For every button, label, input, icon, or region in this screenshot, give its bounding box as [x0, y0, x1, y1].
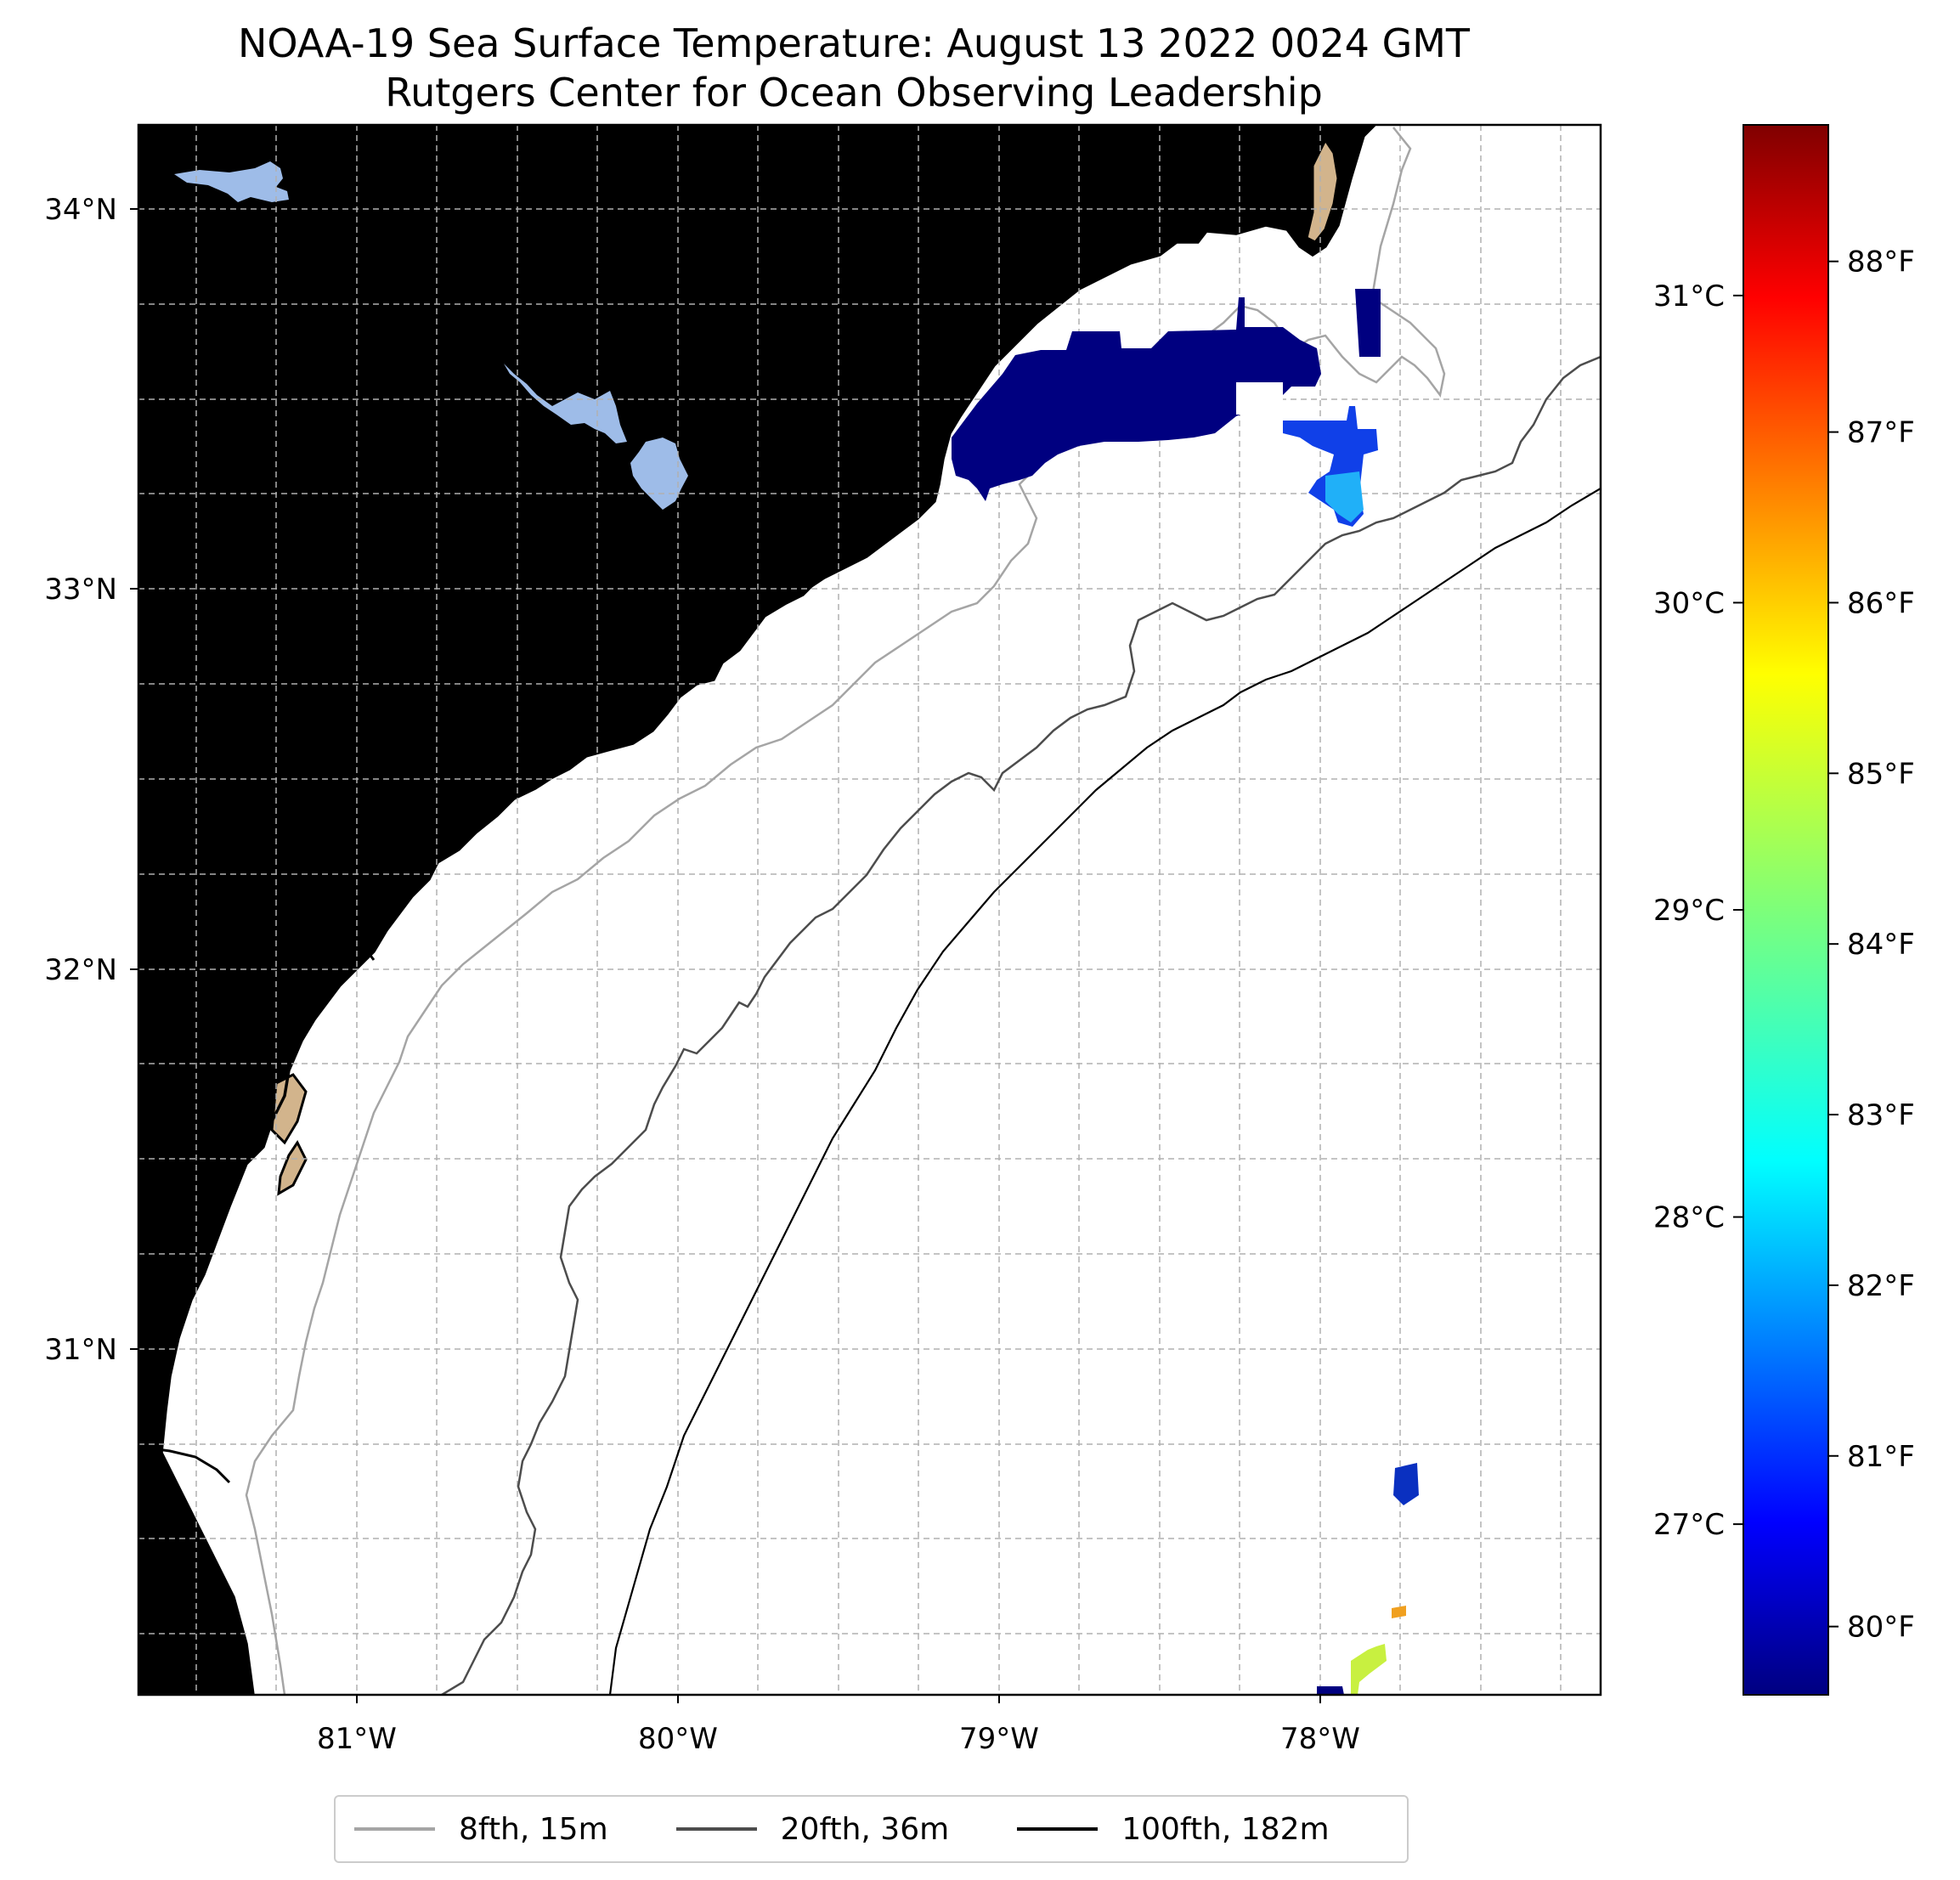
colorbar-f-label: 88°F [1847, 246, 1915, 279]
state-border-sc-nc [1010, 125, 1138, 254]
land-mass [138, 125, 1375, 1695]
isobath-20fth [441, 355, 1601, 1695]
isobath-100fth [608, 488, 1601, 1695]
sst-patch-south-1 [1393, 1463, 1419, 1505]
y-tick-label: 32°N [44, 953, 117, 987]
title-line-2: Rutgers Center for Ocean Observing Leade… [385, 70, 1323, 116]
colorbar-c-label: 28°C [1653, 1201, 1725, 1235]
legend-label: 20fth, 36m [780, 1811, 950, 1847]
colorbar [1743, 124, 1829, 1696]
sst-patch-south-2 [1351, 1644, 1387, 1695]
colorbar-c-label: 27°C [1653, 1508, 1725, 1542]
x-tick-label: 78°W [1280, 1722, 1360, 1756]
sea-island-1 [270, 1073, 308, 1145]
y-tick-label: 31°N [44, 1333, 117, 1367]
colorbar-f-label: 80°F [1847, 1611, 1915, 1645]
sst-patch-long-bay-notch [1236, 382, 1283, 415]
colorbar-fahrenheit-ticks: 80°F 81°F 82°F 83°F 84°F 85°F 86°F 87°F 88°F [1828, 246, 1915, 1645]
state-border-ga-fl [138, 1445, 231, 1484]
colorbar-f-label: 81°F [1847, 1440, 1915, 1474]
sst-patch-cape-fear [1355, 289, 1381, 357]
legend-line-100fth [1017, 1827, 1099, 1831]
legend-label: 8fth, 15m [459, 1811, 608, 1847]
gridlines [138, 125, 1601, 1695]
coastline [160, 125, 1376, 1695]
legend-item-20fth: 20fth, 36m [675, 1811, 950, 1847]
legend-item-8fth: 8fth, 15m [354, 1812, 608, 1847]
lake-marion [504, 364, 627, 443]
x-tick-label: 81°W [317, 1722, 397, 1756]
sst-patch-offshore-warm [1325, 471, 1364, 522]
y-axis [130, 208, 138, 1350]
sst-patch-south-3 [1317, 1686, 1344, 1695]
legend-line-8fth [354, 1827, 435, 1831]
barrier-island [1305, 138, 1340, 244]
sst-patch-south-4 [1392, 1606, 1406, 1618]
colorbar-c-label: 31°C [1653, 279, 1725, 313]
colorbar-f-label: 82°F [1847, 1269, 1915, 1303]
x-tick-label: 79°W [959, 1722, 1039, 1756]
colorbar-c-label: 30°C [1653, 586, 1725, 620]
colorbar-f-label: 84°F [1847, 928, 1915, 962]
y-tick-label: 33°N [44, 573, 117, 607]
colorbar-f-label: 85°F [1847, 757, 1915, 791]
lake-north [174, 161, 289, 202]
x-axis [356, 1695, 1321, 1703]
sea-island-2 [277, 1140, 308, 1196]
colorbar-c-label: 29°C [1653, 894, 1725, 928]
colorbar-f-label: 83°F [1847, 1098, 1915, 1132]
legend-line-20fth [675, 1827, 757, 1831]
colorbar-celsius-ticks: 27°C 28°C 29°C 30°C 31°C [1653, 279, 1743, 1542]
isobath-8fth [245, 127, 1446, 1695]
map-title: NOAA-19 Sea Surface Temperature: August … [0, 19, 1708, 117]
legend-item-100fth: 100fth, 182m [1017, 1811, 1330, 1847]
lake-moultrie [630, 438, 688, 510]
y-tick-label: 34°N [44, 193, 117, 227]
colorbar-f-label: 87°F [1847, 416, 1915, 450]
state-border-sc-ga [138, 549, 376, 961]
sst-patch-long-bay [952, 297, 1321, 501]
legend-label: 100fth, 182m [1121, 1811, 1330, 1847]
colorbar-f-label: 86°F [1847, 586, 1915, 620]
x-tick-label: 80°W [638, 1722, 718, 1756]
map-frame [137, 123, 1602, 1697]
title-line-1: NOAA-19 Sea Surface Temperature: August … [237, 20, 1470, 66]
isobath-legend: 8fth, 15m 20fth, 36m 100fth, 182m [334, 1795, 1409, 1863]
